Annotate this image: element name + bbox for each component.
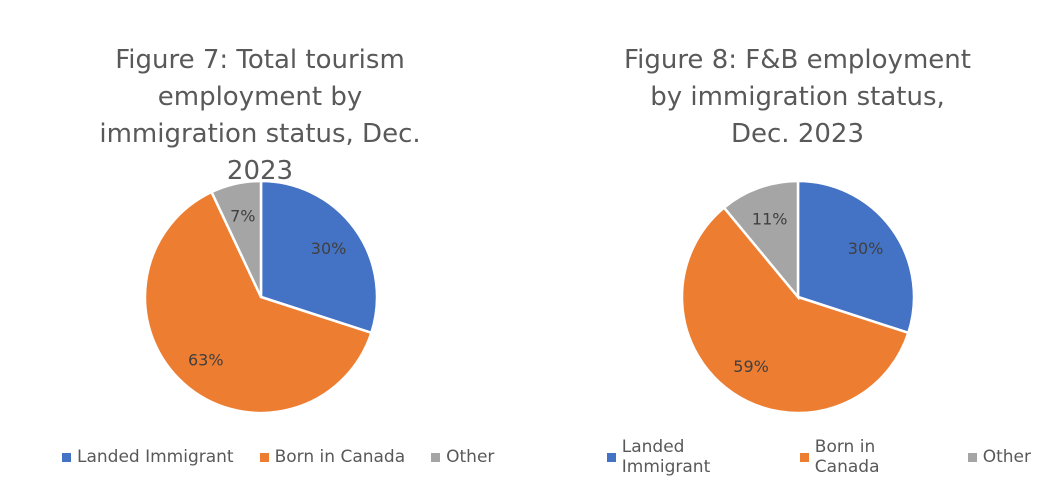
data-label: 59% bbox=[733, 357, 769, 376]
legend-swatch bbox=[431, 452, 441, 462]
chart-figure-7: Figure 7: Total tourism employment by im… bbox=[62, 45, 520, 468]
pie-slice bbox=[796, 179, 916, 335]
data-label: 7% bbox=[230, 206, 255, 225]
legend-label: Landed Immigrant bbox=[77, 447, 234, 467]
legend-swatch bbox=[607, 452, 616, 462]
pie-slice bbox=[143, 190, 373, 415]
legend-item: Landed Immigrant bbox=[62, 447, 234, 467]
legend: Landed Immigrant Born in Canada Other bbox=[607, 437, 1057, 477]
legend-label: Other bbox=[982, 447, 1031, 467]
legend-item: Other bbox=[967, 447, 1031, 467]
legend-label: Landed Immigrant bbox=[621, 437, 711, 477]
chart-title: Figure 8: F&B employment by immigration … bbox=[624, 45, 971, 149]
legend-item: Born in Canada bbox=[800, 437, 942, 477]
pie-chart: 30% 59% 11% bbox=[680, 179, 916, 415]
pie-slice bbox=[259, 179, 379, 335]
legend-swatch bbox=[800, 452, 809, 462]
legend-swatch bbox=[259, 452, 269, 462]
pie-slice bbox=[722, 179, 800, 301]
legend-item: Other bbox=[431, 447, 494, 467]
pie-slice bbox=[680, 205, 910, 415]
chart-figure-8: Figure 8: F&B employment by immigration … bbox=[530, 0, 1057, 491]
legend-swatch bbox=[62, 452, 71, 462]
chart-title: Figure 7: Total tourism employment by im… bbox=[99, 45, 421, 186]
legend-swatch bbox=[967, 452, 977, 462]
pie-chart: 30% 63% 7% bbox=[143, 179, 379, 415]
data-label: 30% bbox=[848, 239, 884, 258]
legend: Landed Immigrant Born in Canada Other bbox=[62, 446, 520, 468]
data-label: 11% bbox=[752, 209, 788, 228]
legend-label: Born in Canada bbox=[814, 437, 880, 477]
data-label: 30% bbox=[311, 239, 347, 258]
data-label: 63% bbox=[188, 351, 224, 370]
legend-item: Born in Canada bbox=[259, 447, 406, 467]
legend-label: Born in Canada bbox=[274, 447, 406, 467]
legend-label: Other bbox=[446, 447, 495, 467]
legend-item: Landed Immigrant bbox=[607, 437, 774, 477]
pie-slice bbox=[209, 179, 263, 298]
